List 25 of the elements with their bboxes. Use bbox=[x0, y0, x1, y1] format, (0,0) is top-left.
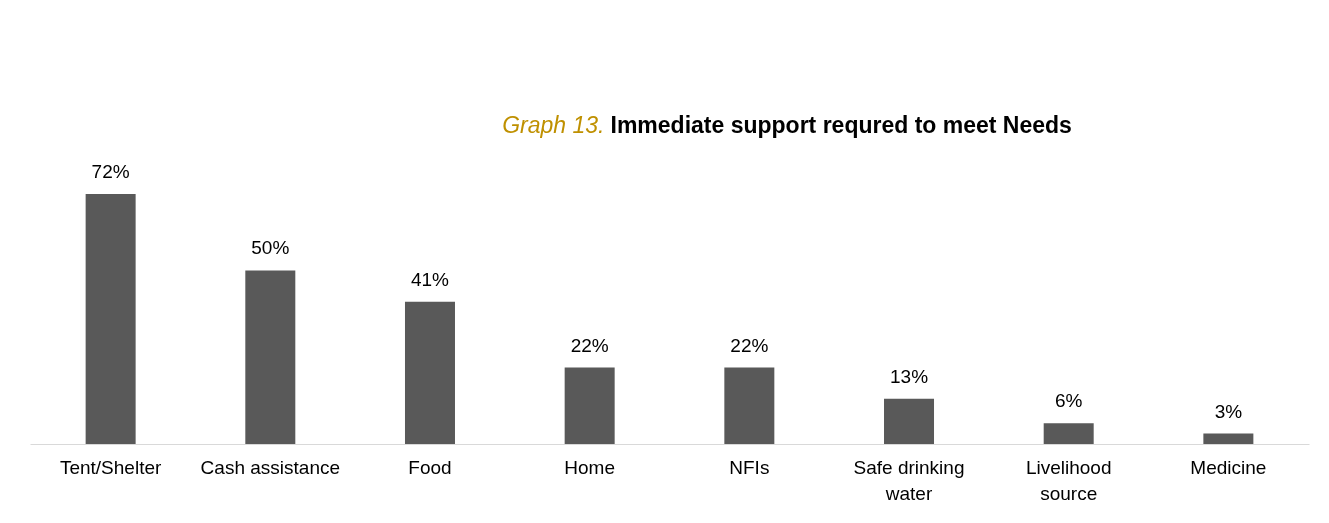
x-tick-label: Livelihood source bbox=[1025, 456, 1112, 504]
data-label: 22% bbox=[570, 334, 609, 356]
x-tick-label: NFIs bbox=[729, 456, 770, 478]
x-tick-label: Safe drinking water bbox=[853, 456, 965, 504]
bar bbox=[85, 194, 136, 444]
data-label: 3% bbox=[1214, 400, 1243, 422]
data-label: 50% bbox=[251, 237, 290, 259]
data-label: 6% bbox=[1054, 390, 1083, 412]
bar bbox=[404, 301, 455, 444]
x-tick-label: Home bbox=[564, 456, 616, 478]
data-label: 72% bbox=[91, 161, 130, 182]
chart-title: Graph 13. Immediate support requred to meet Needs bbox=[502, 112, 1072, 138]
data-label: 41% bbox=[410, 268, 450, 290]
data-label: 22% bbox=[730, 334, 769, 356]
x-tick-label: Food bbox=[408, 456, 452, 478]
x-tick-label: Medicine bbox=[1190, 456, 1267, 478]
data-label: 13% bbox=[890, 365, 929, 387]
x-tick-label: Tent/Shelter bbox=[59, 456, 162, 478]
bar bbox=[1203, 433, 1254, 444]
bar bbox=[724, 367, 775, 444]
bar bbox=[564, 367, 615, 444]
bar bbox=[245, 270, 296, 444]
bar bbox=[1043, 423, 1094, 444]
x-tick-label: Cash assistance bbox=[200, 456, 341, 478]
bar bbox=[884, 398, 935, 444]
